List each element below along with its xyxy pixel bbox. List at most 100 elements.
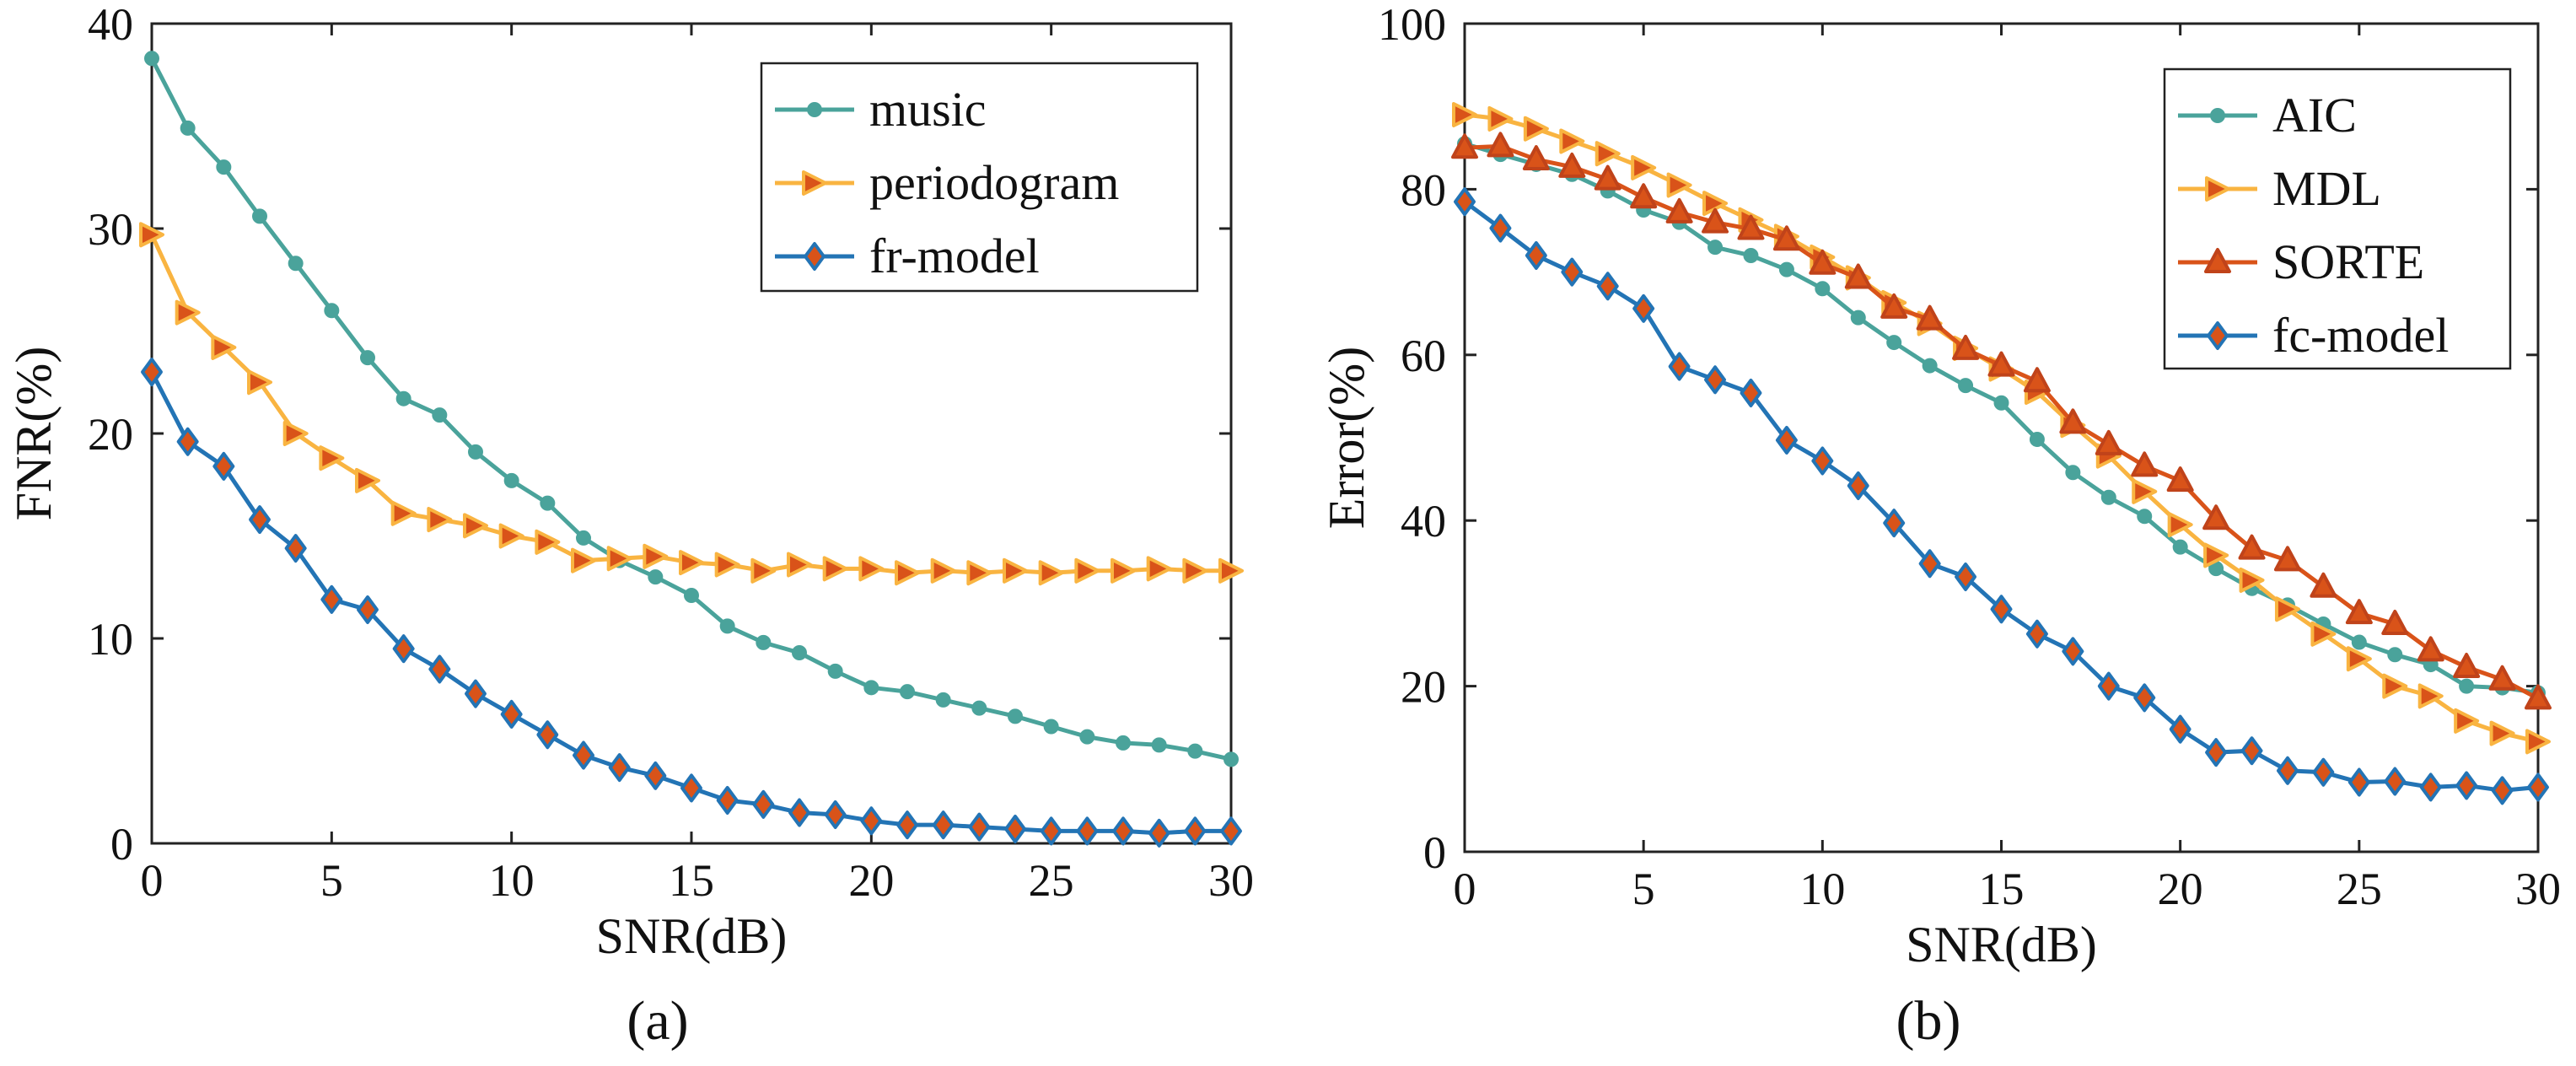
series-fr-model	[141, 358, 1242, 848]
legend-marker-AIC	[2210, 108, 2225, 123]
y-tick-label: 20	[88, 409, 133, 460]
data-point-MDL	[2167, 512, 2193, 538]
data-point-AIC	[2029, 431, 2045, 447]
y-tick-label: 40	[88, 0, 133, 50]
data-point-SORTE	[1558, 152, 1586, 178]
data-point-fc-model	[2527, 773, 2549, 802]
legend-marker-fc-model	[2207, 321, 2229, 350]
caption-a: (a)	[627, 990, 688, 1052]
x-tick-label: 5	[1632, 864, 1655, 914]
data-point-SORTE	[2488, 665, 2516, 691]
data-point-AIC	[2459, 678, 2475, 694]
legend-marker-SORTE	[2204, 248, 2231, 273]
data-point-fr-model	[392, 634, 415, 664]
data-point-fr-model	[752, 789, 775, 819]
x-axis-label: SNR(dB)	[596, 908, 788, 964]
data-point-SORTE	[2525, 684, 2552, 710]
data-point-music	[1116, 735, 1131, 751]
data-point-music	[432, 407, 448, 423]
data-point-fr-model	[1076, 816, 1099, 846]
data-point-fc-model	[2455, 771, 2478, 800]
x-tick-label: 20	[848, 855, 894, 906]
data-point-AIC	[1850, 310, 1866, 326]
data-point-music	[360, 350, 375, 366]
x-tick-label: 30	[2515, 864, 2561, 914]
data-point-periodogram	[247, 369, 272, 396]
data-point-fr-model	[932, 810, 955, 840]
legend-label-fc-model: fc-model	[2272, 308, 2449, 363]
data-point-fr-model	[1112, 816, 1134, 846]
data-point-SORTE	[1702, 207, 1729, 234]
legend-box	[760, 62, 1199, 293]
data-point-SORTE	[1772, 225, 1800, 251]
data-point-SORTE	[2381, 609, 2409, 635]
data-point-fr-model	[284, 534, 307, 563]
data-point-fr-model	[788, 798, 810, 827]
data-point-fr-model	[968, 812, 991, 842]
data-point-periodogram	[822, 556, 848, 582]
panel-b: (b) 0 5 10 15 20 25 30 0 20 40 60 80 100 SNR(dB) Error…	[1319, 0, 2561, 1052]
data-point-music	[468, 444, 483, 460]
data-point-music	[863, 680, 879, 696]
y-tick-label: 0	[1423, 827, 1446, 878]
data-point-SORTE	[2417, 636, 2444, 662]
data-point-fr-model	[536, 720, 559, 750]
data-point-MDL	[1452, 102, 1477, 128]
data-point-periodogram	[643, 543, 669, 569]
data-point-fc-model	[1883, 509, 1906, 538]
data-point-fc-model	[2347, 767, 2370, 797]
data-point-MDL	[2239, 567, 2265, 593]
series-fc-model	[1454, 187, 2549, 805]
data-point-SORTE	[2345, 599, 2373, 625]
data-point-music	[792, 645, 807, 661]
data-point-periodogram	[1182, 557, 1208, 584]
data-point-fc-model	[1740, 378, 1762, 407]
data-point-MDL	[1559, 128, 1585, 154]
data-point-fr-model	[320, 584, 343, 614]
data-point-periodogram	[930, 557, 956, 584]
data-point-fr-model	[1148, 818, 1170, 848]
data-point-SORTE	[2238, 534, 2266, 560]
data-point-music	[1043, 719, 1059, 735]
legend-b: AIC MDL SORTE fc-model	[2163, 67, 2512, 370]
data-point-periodogram	[679, 550, 704, 576]
x-tick-label: 30	[1208, 855, 1254, 906]
x-axis-label: SNR(dB)	[1906, 917, 2097, 972]
data-point-SORTE	[2095, 429, 2122, 455]
y-tick-label: 0	[110, 819, 133, 869]
data-point-SORTE	[2310, 572, 2337, 598]
data-point-SORTE	[2059, 408, 2087, 434]
data-point-MDL	[2489, 720, 2515, 746]
x-tick-label: 25	[1029, 855, 1074, 906]
data-point-fc-model	[2205, 738, 2228, 767]
data-point-fr-model	[500, 699, 523, 729]
data-point-SORTE	[1451, 133, 1478, 159]
data-point-AIC	[1993, 395, 2009, 411]
data-point-SORTE	[2202, 504, 2230, 530]
legend-marker-music	[807, 102, 822, 117]
data-point-SORTE	[1952, 334, 1980, 360]
data-point-periodogram	[463, 513, 488, 539]
data-point-fr-model	[357, 595, 379, 624]
data-point-music	[540, 495, 556, 511]
y-tick-label: 100	[1378, 0, 1446, 50]
data-point-MDL	[1631, 154, 1657, 180]
series-music	[144, 51, 1239, 767]
data-point-music	[827, 663, 843, 679]
x-tick-label: 15	[669, 855, 714, 906]
legend-marker-fr-model	[804, 242, 826, 271]
data-point-MDL	[2525, 729, 2551, 755]
data-point-SORTE	[2273, 546, 2301, 572]
data-point-fc-model	[1525, 240, 1547, 270]
data-point-music	[1223, 751, 1239, 767]
series-SORTE	[1451, 132, 2552, 710]
data-point-MDL	[2417, 683, 2444, 709]
data-point-MDL	[2382, 673, 2408, 699]
data-point-SORTE	[1880, 293, 1908, 319]
data-point-SORTE	[1630, 183, 1658, 209]
data-point-music	[180, 120, 196, 136]
data-point-music	[288, 256, 304, 272]
data-point-SORTE	[1737, 214, 1765, 240]
legend-label-AIC: AIC	[2272, 88, 2357, 143]
